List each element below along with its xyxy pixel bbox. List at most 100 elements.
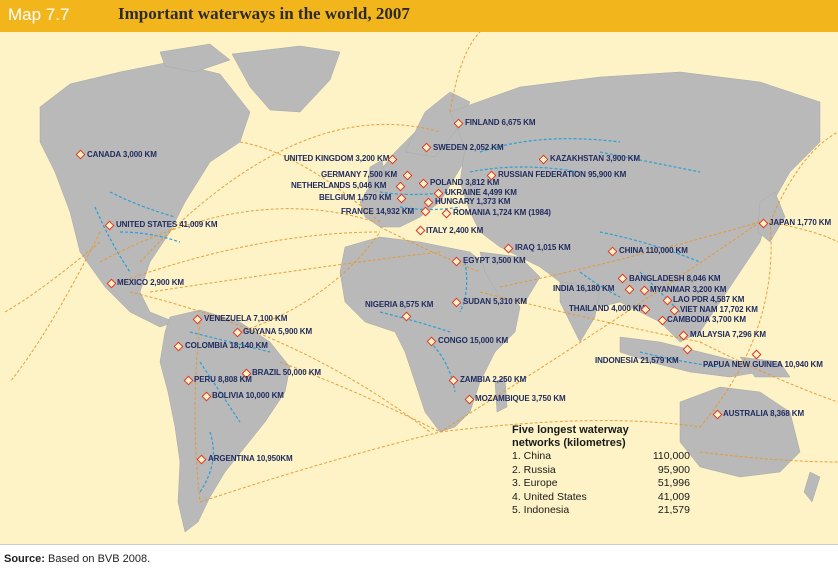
route-16 bbox=[769, 221, 838, 243]
label-mexico: MEXICO 2,900 KM bbox=[117, 278, 184, 287]
label-malaysia: MALAYSIA 7,296 KM bbox=[690, 330, 766, 339]
label-viet-nam: VIET NAM 17,702 KM bbox=[680, 305, 758, 314]
legend-row: 1. China 110,000 bbox=[512, 450, 702, 464]
inland-waterways bbox=[94, 138, 721, 493]
legend-name: 5. Indonesia bbox=[512, 504, 570, 516]
label-bangladesh: BANGLADESH 8,046 KM bbox=[629, 274, 721, 283]
waterway-north-america bbox=[94, 191, 181, 273]
footer: Source: Based on BVB 2008. bbox=[0, 544, 838, 577]
route-5 bbox=[149, 251, 441, 293]
legend-value: 110,000 bbox=[652, 450, 690, 462]
greenland-land bbox=[231, 45, 341, 113]
legend-name: 4. United States bbox=[512, 490, 587, 503]
label-united-kingdom: UNITED KINGDOM 3,200 KM bbox=[284, 154, 390, 163]
header-bar: Map 7.7 Important waterways in the world… bbox=[0, 0, 838, 32]
label-lao-pdr: LAO PDR 4,587 KM bbox=[673, 295, 745, 304]
route-23 bbox=[699, 451, 838, 463]
label-myanmar: MYANMAR 3,200 KM bbox=[650, 285, 727, 294]
label-sudan: SUDAN 5,310 KM bbox=[463, 297, 527, 306]
route-17 bbox=[769, 131, 838, 223]
new-guinea-land bbox=[739, 356, 791, 378]
legend: Five longest waterway networks (kilometr… bbox=[512, 424, 702, 518]
route-11 bbox=[439, 420, 701, 433]
source-label: Source: bbox=[4, 553, 45, 565]
route-21 bbox=[194, 321, 201, 503]
madagascar-land bbox=[494, 376, 508, 413]
label-belgium: BELGIUM 1,570 KM bbox=[319, 193, 392, 202]
label-peru: PERU 8,808 KM bbox=[194, 375, 252, 384]
shipping-routes bbox=[4, 32, 838, 503]
route-13 bbox=[479, 291, 701, 343]
legend-value: 95,900 bbox=[657, 463, 690, 476]
map-graphic bbox=[4, 32, 838, 533]
asia-land bbox=[449, 71, 821, 343]
label-poland: POLAND 3,812 KM bbox=[430, 178, 500, 187]
legend-row: 5. Indonesia 21,579 bbox=[512, 504, 702, 518]
world-map: CANADA 3,000 KM UNITED STATES 41,009 KM … bbox=[0, 32, 838, 544]
label-romania: ROMANIA 1,724 KM (1984) bbox=[453, 208, 551, 217]
landmasses bbox=[39, 43, 821, 533]
route-4 bbox=[129, 291, 431, 433]
route-14 bbox=[499, 221, 761, 288]
label-bolivia: BOLIVIA 10,000 KM bbox=[212, 391, 284, 400]
source-note: Source: Based on BVB 2008. bbox=[4, 553, 150, 565]
label-canada: CANADA 3,000 KM bbox=[87, 150, 157, 159]
japan-land bbox=[757, 191, 786, 243]
label-argentina: ARGENTINA 10,950KM bbox=[208, 454, 293, 463]
legend-value: 41,009 bbox=[657, 490, 690, 503]
label-brazil: BRAZIL 50,000 KM bbox=[252, 368, 321, 377]
route-6 bbox=[9, 231, 101, 383]
route-10 bbox=[199, 431, 441, 503]
label-cambodia: CAMBODIA 3,700 KM bbox=[667, 315, 746, 324]
legend-value: 51,996 bbox=[657, 477, 690, 489]
map-title: Important waterways in the world, 2007 bbox=[118, 4, 410, 23]
waterway-europe bbox=[379, 191, 461, 211]
label-colombia: COLOMBIA 18,140 KM bbox=[185, 341, 268, 350]
label-united-states: UNITED STATES 41,009 KM bbox=[116, 220, 218, 229]
label-venezuela: VENEZUELA 7,100 KM bbox=[204, 314, 288, 323]
waterway-africa bbox=[379, 261, 468, 393]
label-kazakhstan: KAZAKHSTAN 3,900 KM bbox=[550, 154, 640, 163]
route-12 bbox=[439, 221, 761, 433]
label-nigeria: NIGERIA 8,575 KM bbox=[365, 300, 434, 309]
label-china: CHINA 110,000 KM bbox=[619, 246, 688, 255]
route-20 bbox=[379, 226, 481, 273]
legend-value: 21,579 bbox=[657, 504, 690, 516]
waterway-russia bbox=[469, 138, 701, 173]
label-indonesia: INDONESIA 21,579 KM bbox=[595, 356, 679, 365]
arabia-land bbox=[479, 251, 541, 303]
route-8 bbox=[239, 231, 381, 333]
legend-row: 2. Russia 95,900 bbox=[512, 464, 702, 478]
route-18 bbox=[699, 341, 838, 403]
label-russian-federation: RUSSIAN FEDERATION 95,900 KM bbox=[498, 170, 627, 179]
scandinavia-land bbox=[404, 91, 471, 158]
africa-land bbox=[339, 236, 521, 433]
label-guyana: GUYANA 5,900 KM bbox=[243, 327, 313, 336]
new-zealand-land bbox=[803, 471, 821, 503]
label-iraq: IRAQ 1,015 KM bbox=[515, 243, 571, 252]
legend-row: 4. United States 41,009 bbox=[512, 491, 702, 505]
label-congo: CONGO 15,000 KM bbox=[438, 336, 509, 345]
label-papua-new-guinea: PAPUA NEW GUINEA 10,940 KM bbox=[703, 360, 823, 369]
route-1 bbox=[99, 208, 376, 263]
label-sweden: SWEDEN 2,052 KM bbox=[433, 143, 504, 152]
label-japan: JAPAN 1,770 KM bbox=[769, 218, 832, 227]
arctic-islands-land bbox=[159, 43, 231, 73]
label-ukraine: UKRAINE 4,499 KM bbox=[445, 188, 517, 197]
label-egypt: EGYPT 3,500 KM bbox=[463, 256, 526, 265]
label-australia: AUSTRALIA 8,368 KM bbox=[723, 409, 805, 418]
label-india: INDIA 16,180 KM bbox=[553, 284, 615, 293]
legend-row: 3. Europe 51,996 bbox=[512, 477, 702, 491]
label-finland: FINLAND 6,675 KM bbox=[465, 118, 536, 127]
label-thailand: THAILAND 4,000 KM bbox=[569, 304, 646, 313]
route-2 bbox=[119, 231, 381, 283]
route-15 bbox=[699, 221, 772, 428]
route-9 bbox=[279, 361, 441, 433]
map-number: Map 7.7 bbox=[8, 5, 70, 24]
waterway-indonesia bbox=[639, 351, 721, 368]
indonesia-land bbox=[619, 336, 761, 378]
label-hungary: HUNGARY 1,373 KM bbox=[435, 197, 511, 206]
label-germany: GERMANY 7,500 KM bbox=[321, 170, 398, 179]
label-netherlands: NETHERLANDS 5,046 KM bbox=[291, 181, 387, 190]
label-italy: ITALY 2,400 KM bbox=[426, 226, 484, 235]
